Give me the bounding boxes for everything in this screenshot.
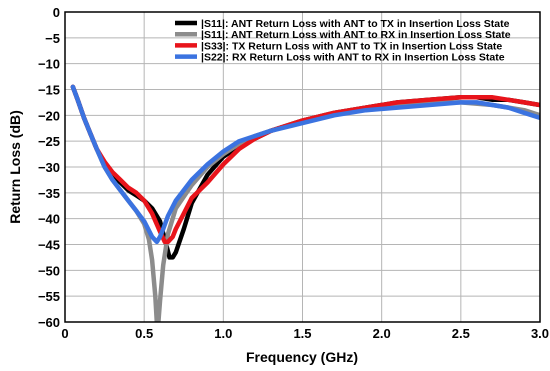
grid bbox=[65, 12, 540, 322]
x-tick-label: 1.0 bbox=[214, 326, 232, 341]
series-line-3 bbox=[70, 84, 540, 245]
y-axis-title: Return Loss (dB) bbox=[7, 110, 23, 224]
y-tick-label: −20 bbox=[38, 108, 60, 123]
plot-frame bbox=[64, 11, 541, 323]
y-tick-label: −35 bbox=[38, 186, 60, 201]
y-tick-label: −25 bbox=[38, 134, 60, 149]
x-tick-label: 0 bbox=[61, 326, 68, 341]
y-tick-label: 0 bbox=[53, 5, 60, 20]
x-tick-label: 1.5 bbox=[293, 326, 311, 341]
y-tick-label: −60 bbox=[38, 315, 60, 330]
y-tick-label: −50 bbox=[38, 263, 60, 278]
x-tick-label: 2.0 bbox=[373, 326, 391, 341]
y-tick-label: −30 bbox=[38, 160, 60, 175]
y-tick-label: −15 bbox=[38, 83, 60, 98]
series-line-4 bbox=[70, 84, 540, 245]
legend-label-3: |S33|: TX Return Loss with ANT to TX in … bbox=[201, 40, 502, 52]
y-tick-label: −45 bbox=[38, 238, 60, 253]
legend: |S11|: ANT Return Loss with ANT to TX in… bbox=[175, 18, 511, 64]
legend-label-4: |S22|: RX Return Loss with ANT to RX in … bbox=[201, 52, 505, 64]
y-tick-label: −40 bbox=[38, 212, 60, 227]
tick-labels: 0 0.5 1.0 1.5 2.0 2.5 3.0 0 −5 −10 −15 −20 −25 −30 −35… bbox=[38, 5, 549, 341]
y-tick-label: −55 bbox=[38, 289, 60, 304]
x-tick-label: 2.5 bbox=[452, 326, 470, 341]
y-tick-label: −10 bbox=[38, 57, 60, 72]
y-tick-label: −5 bbox=[45, 31, 60, 46]
x-tick-label: 3.0 bbox=[531, 326, 549, 341]
series-lines bbox=[70, 84, 540, 322]
legend-label-1: |S11|: ANT Return Loss with ANT to TX in… bbox=[201, 18, 510, 30]
legend-label-2: |S11|: ANT Return Loss with ANT to RX in… bbox=[201, 29, 511, 41]
x-tick-label: 0.5 bbox=[135, 326, 153, 341]
x-axis-title: Frequency (GHz) bbox=[246, 349, 358, 365]
